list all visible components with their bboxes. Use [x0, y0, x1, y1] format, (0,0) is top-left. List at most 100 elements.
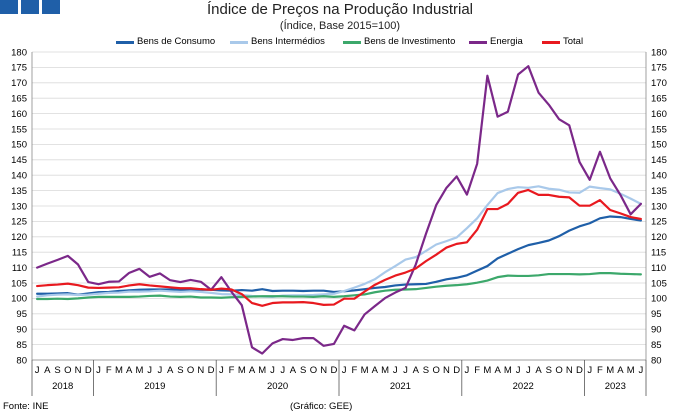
x-tick-label-month: S [54, 365, 60, 376]
x-tick-label-month: J [393, 365, 398, 376]
x-tick-label-month: J [147, 365, 152, 376]
chart-title: Índice de Preços na Produção Industrial [207, 1, 473, 18]
y-tick-label-right: 85 [651, 340, 662, 351]
x-tick-label-month: O [310, 365, 317, 376]
y-tick-label-right: 150 [651, 140, 667, 151]
y-tick-label-left: 80 [16, 355, 27, 366]
x-tick-label-month: O [187, 365, 194, 376]
y-tick-label-left: 85 [16, 340, 27, 351]
y-tick-label-right: 140 [651, 171, 667, 182]
y-tick-label-left: 125 [11, 217, 27, 228]
x-tick-label-month: M [606, 365, 614, 376]
x-tick-label-year: 2023 [605, 381, 626, 392]
y-tick-label-left: 170 [11, 78, 27, 89]
x-tick-label-month: M [115, 365, 123, 376]
x-tick-label-month: A [44, 365, 51, 376]
x-tick-label-month: M [258, 365, 266, 376]
x-tick-label-month: A [494, 365, 501, 376]
x-tick-label-month: F [351, 365, 357, 376]
x-tick-label-month: F [106, 365, 112, 376]
y-tick-label-left: 155 [11, 124, 27, 135]
x-tick-label-year: 2022 [513, 381, 534, 392]
y-tick-label-right: 180 [651, 47, 667, 58]
series-line-total [36, 188, 642, 307]
y-tick-label-left: 115 [12, 248, 27, 259]
header-decoration [0, 0, 60, 14]
legend-swatch [116, 41, 134, 44]
y-tick-label-left: 165 [11, 94, 27, 105]
source-note: Fonte: INE [3, 401, 49, 412]
x-tick-label-month: J [465, 365, 470, 376]
x-tick-label-month: A [290, 365, 297, 376]
x-tick-label-month: J [342, 365, 347, 376]
legend-label: Bens Intermédios [251, 36, 325, 47]
x-tick-label-month: M [483, 365, 491, 376]
x-tick-label-month: A [413, 365, 420, 376]
y-tick-label-left: 180 [11, 47, 27, 58]
y-tick-label-right: 80 [651, 355, 662, 366]
y-tick-label-left: 120 [11, 232, 27, 243]
x-tick-label-month: N [75, 365, 82, 376]
y-tick-label-left: 105 [11, 278, 27, 289]
x-tick-label-month: O [64, 365, 71, 376]
x-tick-label-month: A [535, 365, 542, 376]
decoration-block-3 [42, 0, 60, 14]
y-tick-label-left: 175 [11, 63, 27, 74]
y-tick-label-right: 110 [651, 263, 666, 274]
x-tick-label-year: 2019 [144, 381, 165, 392]
x-tick-label-year: 2021 [390, 381, 411, 392]
y-tick-label-right: 120 [651, 232, 667, 243]
x-tick-label-month: J [587, 365, 592, 376]
x-tick-label-month: D [330, 365, 337, 376]
legend-label: Bens de Investimento [364, 36, 456, 47]
legend-label: Total [563, 36, 584, 47]
y-tick-label-right: 135 [651, 186, 667, 197]
x-tick-label-month: N [197, 365, 204, 376]
x-tick-label-month: J [639, 365, 644, 376]
y-tick-label-left: 145 [11, 155, 27, 166]
x-tick-label-month: J [516, 365, 521, 376]
y-tick-label-left: 100 [11, 294, 27, 305]
legend-swatch [542, 41, 560, 44]
y-tick-label-right: 170 [651, 78, 667, 89]
y-tick-label-left: 90 [16, 325, 27, 336]
x-tick-label-month: A [617, 365, 624, 376]
x-tick-label-month: D [453, 365, 460, 376]
y-tick-label-right: 155 [651, 124, 667, 135]
x-tick-label-month: D [208, 365, 215, 376]
x-tick-label-month: D [85, 365, 92, 376]
x-tick-label-month: J [270, 365, 275, 376]
x-tick-label-month: A [126, 365, 133, 376]
y-tick-label-right: 130 [651, 201, 667, 212]
y-tick-label-right: 125 [651, 217, 667, 228]
y-tick-label-right: 105 [651, 278, 667, 289]
x-tick-label-month: J [219, 365, 224, 376]
legend-swatch [469, 41, 487, 44]
x-tick-label-month: S [546, 365, 552, 376]
x-tick-label-month: O [433, 365, 440, 376]
x-tick-label-month: F [229, 365, 235, 376]
y-tick-label-left: 95 [16, 309, 27, 320]
x-tick-label-month: M [135, 365, 143, 376]
x-tick-label-month: J [96, 365, 101, 376]
series-line-bens-intermedios [36, 185, 642, 298]
y-tick-label-left: 140 [11, 171, 27, 182]
y-tick-label-right: 160 [651, 109, 667, 120]
y-tick-label-right: 145 [651, 155, 667, 166]
y-tick-label-right: 115 [651, 248, 666, 259]
chart-credit: (Gráfico: GEE) [290, 401, 353, 412]
legend-label: Energia [490, 36, 523, 47]
x-tick-label-month: J [280, 365, 285, 376]
x-tick-label-month: J [403, 365, 408, 376]
x-tick-label-month: S [300, 365, 306, 376]
y-tick-label-left: 130 [11, 201, 27, 212]
x-tick-label-month: M [627, 365, 635, 376]
y-tick-label-right: 175 [651, 63, 667, 74]
legend-label: Bens de Consumo [137, 36, 216, 47]
y-tick-label-right: 90 [651, 325, 662, 336]
x-tick-label-month: J [35, 365, 40, 376]
x-tick-label-month: S [423, 365, 429, 376]
y-tick-label-right: 95 [651, 309, 662, 320]
x-tick-label-year: 2020 [267, 381, 288, 392]
x-tick-label-month: A [372, 365, 379, 376]
